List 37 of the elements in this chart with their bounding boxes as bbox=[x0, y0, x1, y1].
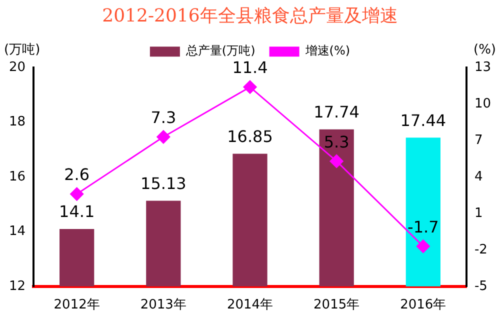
x-tick-label: 2014年 bbox=[226, 298, 274, 313]
data-label: 15.13 bbox=[140, 174, 186, 193]
x-tick-label: 2016年 bbox=[400, 298, 446, 313]
point bbox=[416, 240, 430, 254]
y2-tick-label: 1 bbox=[474, 206, 483, 221]
data-label: 2.6 bbox=[64, 165, 90, 184]
data-label: 16.85 bbox=[227, 126, 273, 146]
data-label: 14.1 bbox=[59, 202, 95, 222]
y-tick-label: 14 bbox=[8, 224, 26, 240]
point bbox=[156, 130, 170, 144]
x-tick-label: 2013年 bbox=[140, 298, 186, 313]
y-tick-label: 20 bbox=[8, 60, 26, 75]
data-label: 7.3 bbox=[150, 108, 176, 128]
legend-label: 增速(%) bbox=[304, 44, 350, 58]
y-axis-title: (万吨) bbox=[4, 42, 40, 58]
y-tick-label: 16 bbox=[8, 169, 26, 184]
data-label: 17.74 bbox=[314, 102, 360, 122]
point bbox=[330, 154, 344, 168]
data-label: -1.7 bbox=[408, 217, 439, 236]
y2-tick-label: 4 bbox=[474, 169, 483, 184]
data-label: 17.44 bbox=[400, 110, 446, 130]
point bbox=[243, 80, 257, 94]
x-tick-label: 2015年 bbox=[314, 298, 360, 313]
y2-tick-label: 13 bbox=[474, 60, 492, 75]
x-tick-label: 2012年 bbox=[54, 298, 100, 313]
y2-axis-title: (%) bbox=[474, 42, 496, 58]
y2-tick-label: -5 bbox=[474, 278, 488, 294]
data-label: 11.4 bbox=[232, 58, 268, 78]
chart-title: 2012-2016年全县粮食总产量及增速 bbox=[102, 5, 398, 26]
y2-tick-label: 7 bbox=[474, 132, 483, 148]
y2-tick-label: 10 bbox=[474, 96, 492, 112]
legend-label: 总产量(万吨) bbox=[184, 44, 256, 58]
y-tick-label: 18 bbox=[8, 114, 26, 130]
point bbox=[70, 187, 84, 201]
y-tick-label: 12 bbox=[8, 278, 26, 294]
data-label: 5.3 bbox=[324, 132, 350, 152]
y2-tick-label: -2 bbox=[474, 242, 488, 258]
